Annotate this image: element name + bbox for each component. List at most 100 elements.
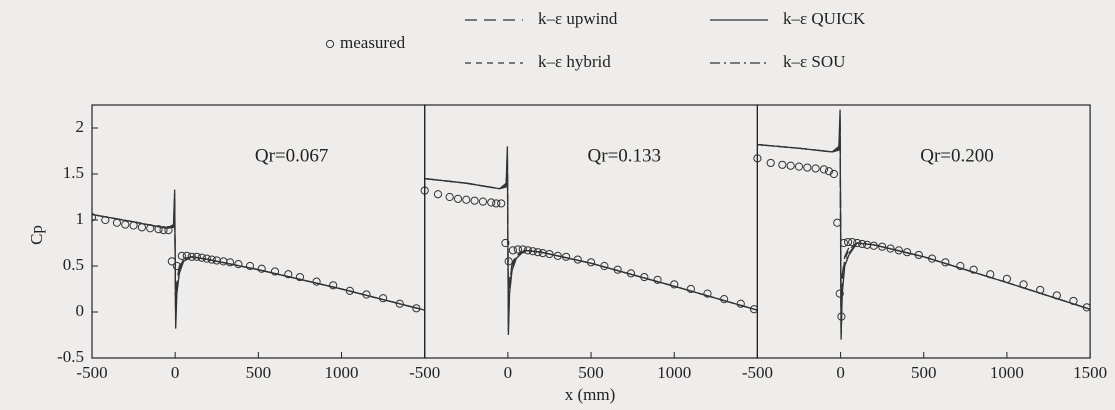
model-line: [92, 194, 425, 326]
measured-point: [835, 289, 844, 298]
measured-point: [497, 199, 506, 208]
legend-marker: [325, 39, 335, 49]
panel-frame: [756, 104, 1091, 359]
y-tick-label: -0.5: [57, 347, 84, 366]
plot-area: [92, 109, 1090, 340]
model-line: [424, 160, 758, 313]
measured-point: [270, 267, 280, 276]
measured-point: [508, 246, 517, 255]
annotation: Qr=0.200: [920, 145, 994, 166]
measured-point: [518, 245, 527, 254]
measured-point: [653, 275, 662, 284]
measured-point: [129, 221, 138, 230]
x-tick-label: -500: [742, 363, 773, 382]
measured-point: [545, 249, 554, 259]
measured-point: [819, 165, 829, 174]
measured-point: [172, 261, 181, 271]
x-tick-label: 500: [911, 363, 937, 382]
measured-point: [177, 251, 186, 260]
measured-point: [487, 198, 496, 207]
measured-point: [778, 160, 787, 169]
measured-point: [453, 194, 463, 203]
x-tick-label: 500: [246, 363, 272, 382]
measured-point: [803, 163, 812, 172]
legend-label: measured: [340, 33, 406, 52]
x-tick-label: 1000: [990, 363, 1024, 382]
panel-frame: [424, 104, 759, 359]
measured-point: [478, 197, 488, 206]
measured-point: [395, 299, 404, 308]
measured-point: [766, 158, 775, 168]
y-tick-label: 0.5: [63, 255, 84, 274]
measured-point: [112, 218, 122, 227]
measured-point: [504, 257, 513, 266]
measured-point: [329, 281, 338, 290]
model-line: [424, 150, 758, 331]
measured-point: [312, 277, 321, 286]
model-line: [757, 109, 1090, 340]
measured-point: [848, 237, 857, 247]
x-tick-label: 1500: [1073, 363, 1107, 382]
measured-point: [956, 261, 965, 271]
model-line: [757, 123, 1090, 313]
x-tick-label: 1000: [657, 363, 691, 382]
x-tick-label: 0: [171, 363, 180, 382]
measured-point: [553, 251, 562, 260]
y-tick-label: 1: [76, 209, 85, 228]
x-tick-label: -500: [409, 363, 440, 382]
x-tick-label: 500: [578, 363, 604, 382]
measured-point: [670, 280, 679, 289]
measured-point: [137, 223, 147, 232]
measured-point: [159, 226, 168, 235]
measured-point: [703, 289, 712, 298]
model-line: [424, 146, 758, 336]
measured-point: [245, 261, 255, 271]
measured-point: [164, 226, 173, 235]
x-tick-label: 0: [836, 363, 845, 382]
measured-point: [121, 220, 130, 229]
measured-point: [234, 260, 243, 269]
legend-label: k–ε QUICK: [783, 9, 866, 28]
x-tick-label: 0: [504, 363, 513, 382]
measured-point: [492, 199, 501, 208]
measured-point: [284, 270, 293, 279]
measured-point: [969, 265, 978, 274]
model-line: [92, 206, 425, 313]
y-axis-label: Cp: [27, 225, 46, 245]
measured-point: [811, 164, 820, 173]
model-line: [424, 164, 758, 311]
model-line: [92, 189, 425, 329]
measured-point: [843, 237, 853, 247]
legend-label: k–ε hybrid: [538, 52, 611, 71]
y-tick-label: 0: [76, 301, 85, 320]
y-tick-label: 2: [76, 117, 85, 136]
measured-point: [295, 272, 305, 282]
measured-point: [686, 284, 695, 294]
measured-point: [824, 167, 834, 176]
measured-point: [833, 218, 842, 227]
measured-point: [794, 162, 804, 171]
measured-point: [470, 196, 479, 205]
measured-point: [433, 190, 443, 199]
model-line: [757, 114, 1090, 336]
measured-point: [786, 161, 795, 170]
measured-point: [225, 258, 235, 267]
y-tick-label: 1.5: [63, 163, 84, 182]
model-line: [92, 201, 425, 317]
measured-point: [154, 225, 163, 234]
panel-frame: [91, 104, 426, 359]
x-axis-label: x (mm): [565, 385, 616, 404]
x-tick-label: -500: [76, 363, 107, 382]
legend-label: k–ε upwind: [538, 9, 618, 28]
measured-point: [513, 245, 522, 254]
measured-point: [878, 242, 887, 251]
measured-point: [219, 257, 228, 266]
annotation: Qr=0.133: [588, 145, 662, 166]
measured-point: [501, 238, 510, 248]
measured-point: [829, 169, 839, 179]
measured-point: [445, 192, 454, 202]
measured-point: [257, 264, 266, 273]
legend-label: k–ε SOU: [783, 52, 845, 71]
annotation: Qr=0.067: [255, 145, 329, 166]
